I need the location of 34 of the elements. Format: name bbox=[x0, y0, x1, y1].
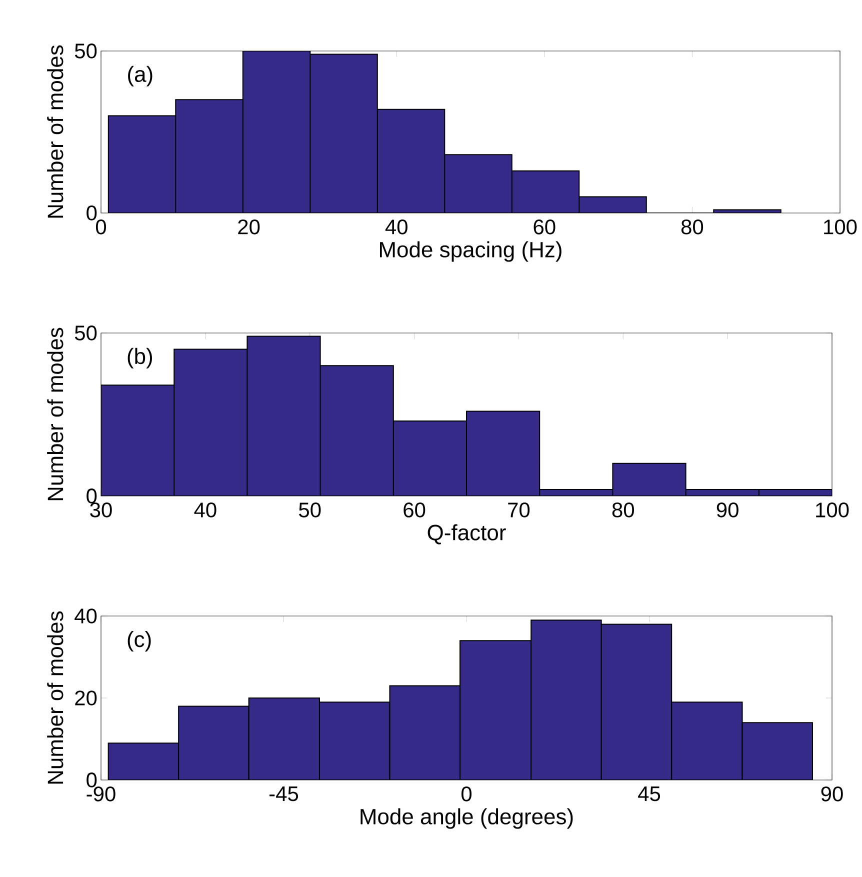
x-tick-label: 60 bbox=[534, 220, 556, 234]
y-tick-label: 50 bbox=[74, 326, 97, 340]
x-axis-title: Q-factor bbox=[428, 524, 506, 544]
x-tick-label: 45 bbox=[638, 786, 660, 802]
annotation: (c) bbox=[128, 631, 151, 652]
x-tick-label: 100 bbox=[824, 220, 857, 234]
x-tick-label: 80 bbox=[612, 502, 634, 518]
x-tick-label: 30 bbox=[90, 502, 112, 518]
x-tick-label: 80 bbox=[681, 220, 704, 234]
y-tick-label: 0 bbox=[86, 488, 97, 504]
x-tick-label: -90 bbox=[86, 786, 116, 802]
y-tick-label: 0 bbox=[86, 206, 97, 220]
x-tick-label: 20 bbox=[238, 220, 260, 234]
x-tick-label: 50 bbox=[299, 502, 321, 518]
x-axis-title: Mode spacing (Hz) bbox=[380, 241, 562, 262]
x-tick-label: 40 bbox=[385, 220, 408, 234]
y-tick-label: 50 bbox=[74, 44, 97, 58]
annotation: (b) bbox=[128, 348, 152, 368]
x-axis-title: Mode angle (degrees) bbox=[360, 808, 573, 829]
y-tick-label: 0 bbox=[86, 772, 97, 788]
x-tick-label: 70 bbox=[508, 502, 530, 518]
y-tick-label: 20 bbox=[75, 690, 97, 706]
y-axis-title: Number of modes bbox=[47, 45, 64, 218]
x-tick-label: 40 bbox=[194, 502, 216, 518]
x-tick-label: 60 bbox=[404, 502, 426, 518]
x-tick-label: 100 bbox=[816, 502, 849, 518]
y-axis-title: Number of modes bbox=[47, 328, 64, 500]
x-tick-label: 90 bbox=[821, 786, 843, 802]
annotation: (a) bbox=[128, 66, 152, 86]
x-tick-label: 0 bbox=[461, 786, 472, 802]
x-tick-label: -45 bbox=[270, 786, 298, 802]
x-tick-label: 90 bbox=[716, 502, 738, 518]
y-axis-title: Number of modes bbox=[47, 611, 64, 784]
y-tick-label: 40 bbox=[74, 608, 97, 624]
